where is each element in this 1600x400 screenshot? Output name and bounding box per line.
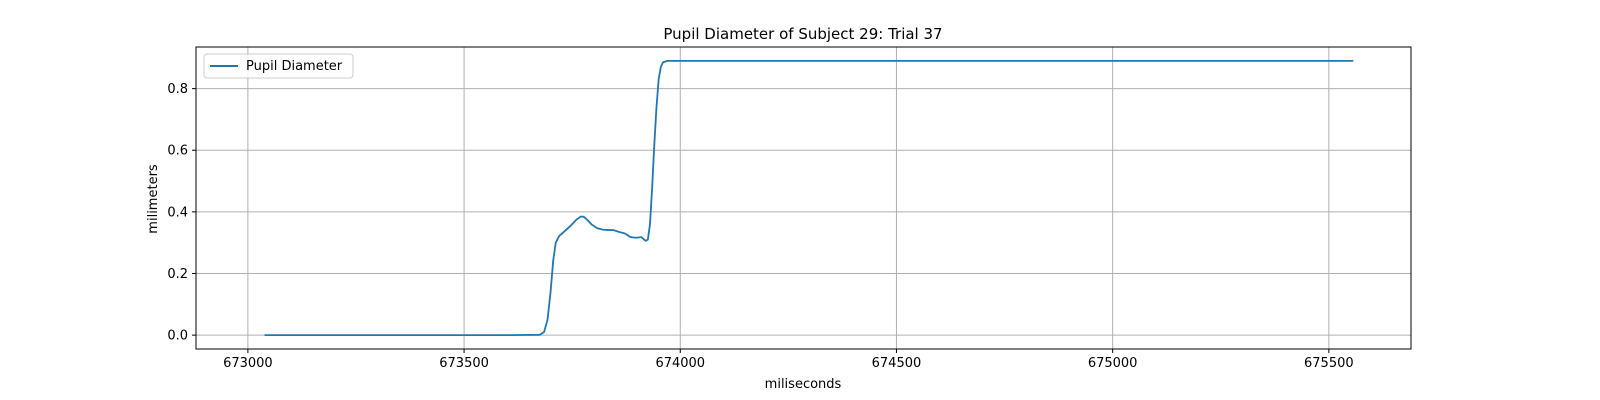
x-tick-label: 675000 (1088, 356, 1138, 371)
series-line-pupil-diameter (264, 59, 1354, 337)
series-layer (264, 59, 1354, 337)
x-tick-label: 673000 (223, 356, 273, 371)
x-tick-label: 675500 (1304, 356, 1354, 371)
y-tick-label: 0.0 (167, 329, 188, 344)
y-tick-label: 0.6 (167, 144, 188, 159)
legend-label: Pupil Diameter (246, 59, 343, 74)
chart-title: Pupil Diameter of Subject 29: Trial 37 (663, 25, 942, 43)
grid-layer (196, 47, 1411, 349)
y-axis-label: milimeters (146, 164, 161, 234)
legend: Pupil Diameter (203, 53, 354, 79)
x-tick-label: 674000 (655, 356, 705, 371)
y-tick-label: 0.8 (167, 82, 188, 97)
tick-layer: 673000 673500 674000 674500 675000 675500 0.0 0… (167, 82, 1353, 371)
plot-frame (195, 46, 1412, 350)
x-tick-label: 673500 (439, 356, 489, 371)
y-tick-label: 0.2 (167, 267, 188, 282)
legend-box (203, 53, 354, 79)
x-axis-label: miliseconds (765, 377, 842, 392)
y-tick-label: 0.4 (167, 205, 188, 220)
x-tick-label: 674500 (872, 356, 922, 371)
